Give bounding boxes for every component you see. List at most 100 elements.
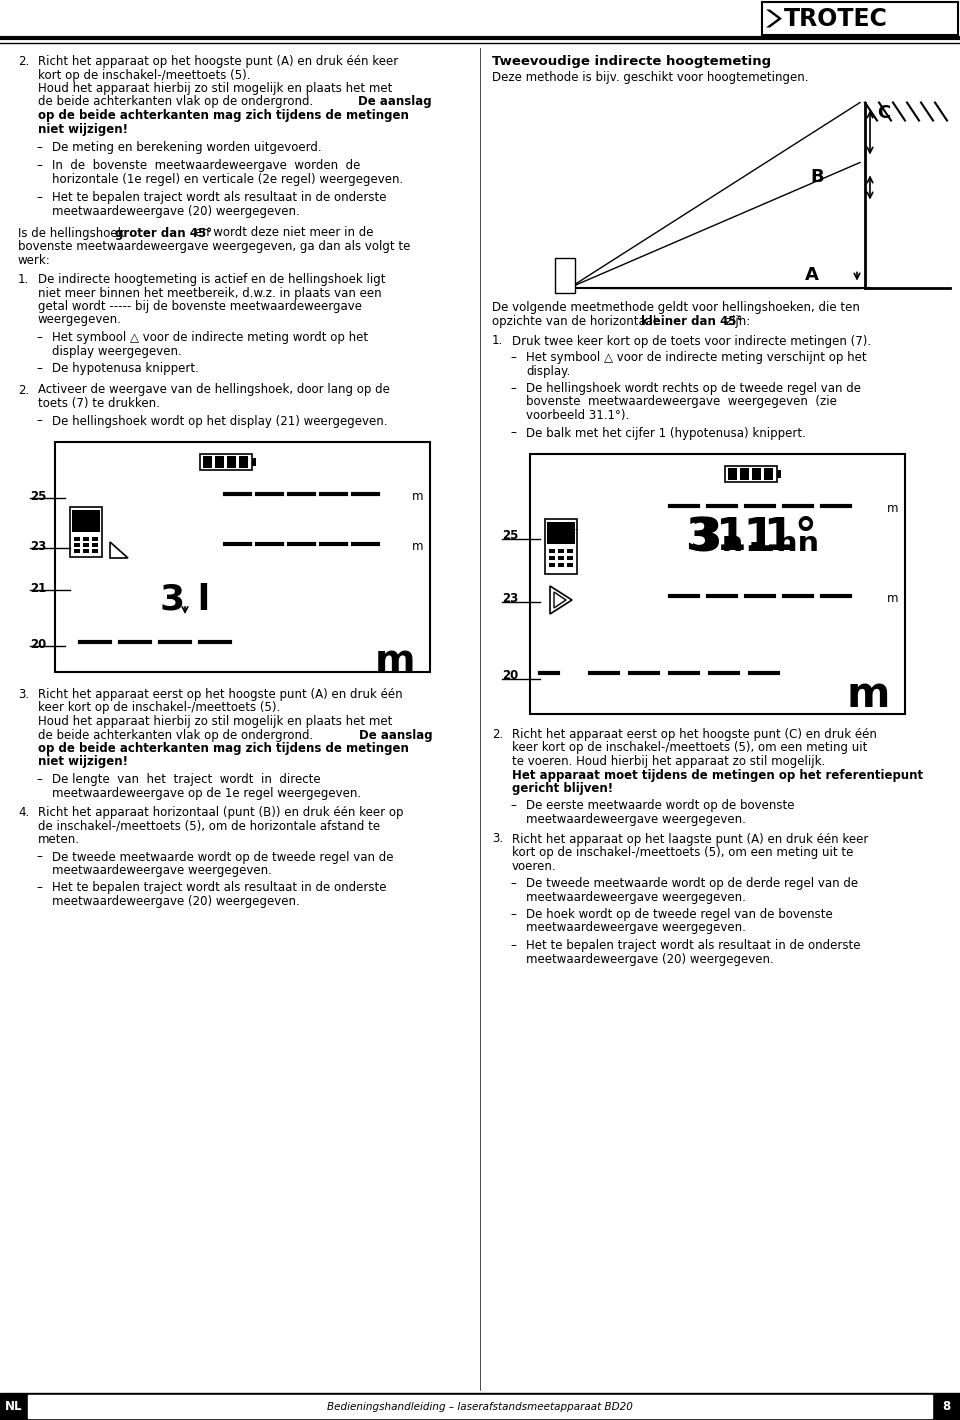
Text: De hellingshoek wordt op het display (21) weergegeven.: De hellingshoek wordt op het display (21… [52, 415, 388, 427]
Bar [252, 459, 256, 466]
Text: kort op de inschakel-/meettoets (5).: kort op de inschakel-/meettoets (5). [38, 68, 251, 81]
Text: meetwaardeweergave (20) weergegeven.: meetwaardeweergave (20) weergegeven. [52, 204, 300, 219]
Text: gericht blijven!: gericht blijven! [512, 782, 613, 795]
Text: m: m [375, 642, 416, 680]
Text: Houd het apparaat hierbij zo stil mogelijk en plaats het met: Houd het apparaat hierbij zo stil mogeli… [38, 716, 393, 728]
Text: m: m [847, 674, 890, 716]
Text: 25: 25 [30, 490, 46, 503]
Text: –: – [36, 882, 42, 895]
Text: Het symbool △ voor de indirecte meting wordt op het: Het symbool △ voor de indirecte meting w… [52, 331, 368, 344]
Text: 23: 23 [30, 540, 46, 552]
Bar [92, 542, 98, 547]
Text: –: – [36, 772, 42, 787]
Polygon shape [554, 592, 566, 608]
Text: -: - [575, 524, 579, 534]
Text: –: – [510, 351, 516, 364]
Bar [215, 456, 224, 469]
Text: op de beide achterkanten mag zich tijdens de metingen: op de beide achterkanten mag zich tijden… [38, 109, 409, 122]
Bar [0, 1393, 960, 1420]
Text: groter dan 45°: groter dan 45° [115, 227, 212, 240]
Bar [549, 557, 555, 559]
Bar [725, 466, 777, 481]
Text: kort op de inschakel-/meettoets (5), om een meting uit te: kort op de inschakel-/meettoets (5), om … [512, 846, 853, 859]
Text: display.: display. [526, 365, 570, 378]
Text: De hypotenusa knippert.: De hypotenusa knippert. [52, 362, 199, 375]
Text: –: – [510, 426, 516, 440]
Text: –: – [510, 939, 516, 951]
Text: Het apparaat moet tijdens de metingen op het referentiepunt: Het apparaat moet tijdens de metingen op… [512, 768, 924, 781]
Text: opzichte van de horizontaal: opzichte van de horizontaal [492, 315, 660, 328]
Text: 2.: 2. [492, 728, 503, 741]
Text: bovenste meetwaardeweergave weergegeven, ga dan als volgt te: bovenste meetwaardeweergave weergegeven,… [18, 240, 410, 253]
Text: A: A [805, 266, 819, 284]
Text: Richt het apparaat eerst op het hoogste punt (A) en druk één: Richt het apparaat eerst op het hoogste … [38, 689, 402, 701]
Text: 31.1°: 31.1° [685, 515, 817, 559]
Text: Richt het apparaat eerst op het hoogste punt (C) en druk één: Richt het apparaat eerst op het hoogste … [512, 728, 876, 741]
Text: De eerste meetwaarde wordt op de bovenste: De eerste meetwaarde wordt op de bovenst… [526, 799, 795, 812]
Bar [70, 507, 102, 557]
Text: 21: 21 [30, 582, 46, 595]
Bar [28, 1394, 932, 1419]
Text: meten.: meten. [38, 834, 80, 846]
Text: 2.: 2. [18, 383, 29, 396]
Text: getal wordt ----- bij de bovenste meetwaardeweergave: getal wordt ----- bij de bovenste meetwa… [38, 300, 362, 312]
Text: De volgende meetmethode geldt voor hellingshoeken, die ten: De volgende meetmethode geldt voor helli… [492, 301, 860, 314]
Text: zijn:: zijn: [722, 315, 751, 328]
Bar [549, 550, 555, 552]
Bar [83, 550, 89, 552]
Text: Het te bepalen traject wordt als resultaat in de onderste: Het te bepalen traject wordt als resulta… [52, 882, 387, 895]
Text: –: – [36, 192, 42, 204]
Bar [92, 550, 98, 552]
Text: Richt het apparaat horizontaal (punt (B)) en druk één keer op: Richt het apparaat horizontaal (punt (B)… [38, 807, 403, 819]
Text: niet meer binnen het meetbereik, d.w.z. in plaats van een: niet meer binnen het meetbereik, d.w.z. … [38, 287, 382, 300]
Bar [83, 542, 89, 547]
Bar [567, 550, 573, 552]
Text: voeren.: voeren. [512, 859, 557, 872]
Polygon shape [110, 542, 128, 558]
Text: Het te bepalen traject wordt als resultaat in de onderste: Het te bepalen traject wordt als resulta… [52, 192, 387, 204]
Polygon shape [550, 586, 572, 613]
Bar [530, 454, 905, 714]
Bar [558, 550, 564, 552]
Text: meetwaardeweergave (20) weergegeven.: meetwaardeweergave (20) weergegeven. [52, 895, 300, 907]
Bar [72, 510, 100, 532]
Text: –: – [510, 799, 516, 812]
Text: 3ₙ1ₙₙ: 3ₙ1ₙₙ [690, 515, 820, 561]
Text: Druk twee keer kort op de toets voor indirecte metingen (7).: Druk twee keer kort op de toets voor ind… [512, 335, 871, 348]
Text: TROTEC: TROTEC [784, 7, 888, 30]
Text: m: m [887, 503, 899, 515]
Text: 3.: 3. [492, 832, 503, 845]
Text: horizontale (1e regel) en verticale (2e regel) weergegeven.: horizontale (1e regel) en verticale (2e … [52, 173, 403, 186]
Bar [200, 454, 252, 470]
Text: NL: NL [5, 1400, 23, 1413]
Bar [762, 1, 958, 36]
Bar [74, 550, 80, 552]
Text: C: C [877, 105, 890, 122]
Text: De tweede meetwaarde wordt op de derde regel van de: De tweede meetwaarde wordt op de derde r… [526, 878, 858, 890]
Bar [567, 562, 573, 567]
Bar [74, 537, 80, 541]
Text: De hellingshoek wordt rechts op de tweede regel van de: De hellingshoek wordt rechts op de tweed… [526, 382, 861, 395]
Text: –: – [36, 415, 42, 427]
Bar [55, 442, 430, 672]
Text: toets (7) te drukken.: toets (7) te drukken. [38, 398, 160, 410]
Text: –: – [36, 851, 42, 863]
Text: meetwaardeweergave weergegeven.: meetwaardeweergave weergegeven. [526, 890, 746, 903]
Text: 23: 23 [502, 592, 518, 605]
Bar [547, 523, 575, 544]
Text: De aanslag: De aanslag [358, 95, 432, 108]
Bar [764, 469, 773, 480]
Bar [558, 557, 564, 559]
Text: B: B [810, 168, 824, 186]
Text: De lengte  van  het  traject  wordt  in  directe: De lengte van het traject wordt in direc… [52, 772, 321, 787]
Bar [752, 469, 761, 480]
Text: De hoek wordt op de tweede regel van de bovenste: De hoek wordt op de tweede regel van de … [526, 907, 832, 922]
Text: 3.: 3. [18, 689, 29, 701]
Polygon shape [766, 10, 782, 27]
Bar [740, 469, 749, 480]
Text: Houd het apparaat hierbij zo stil mogelijk en plaats het met: Houd het apparaat hierbij zo stil mogeli… [38, 82, 393, 95]
Bar [777, 470, 781, 479]
Text: m: m [412, 490, 423, 503]
Text: en wordt deze niet meer in de: en wordt deze niet meer in de [191, 227, 373, 240]
Text: –: – [510, 878, 516, 890]
